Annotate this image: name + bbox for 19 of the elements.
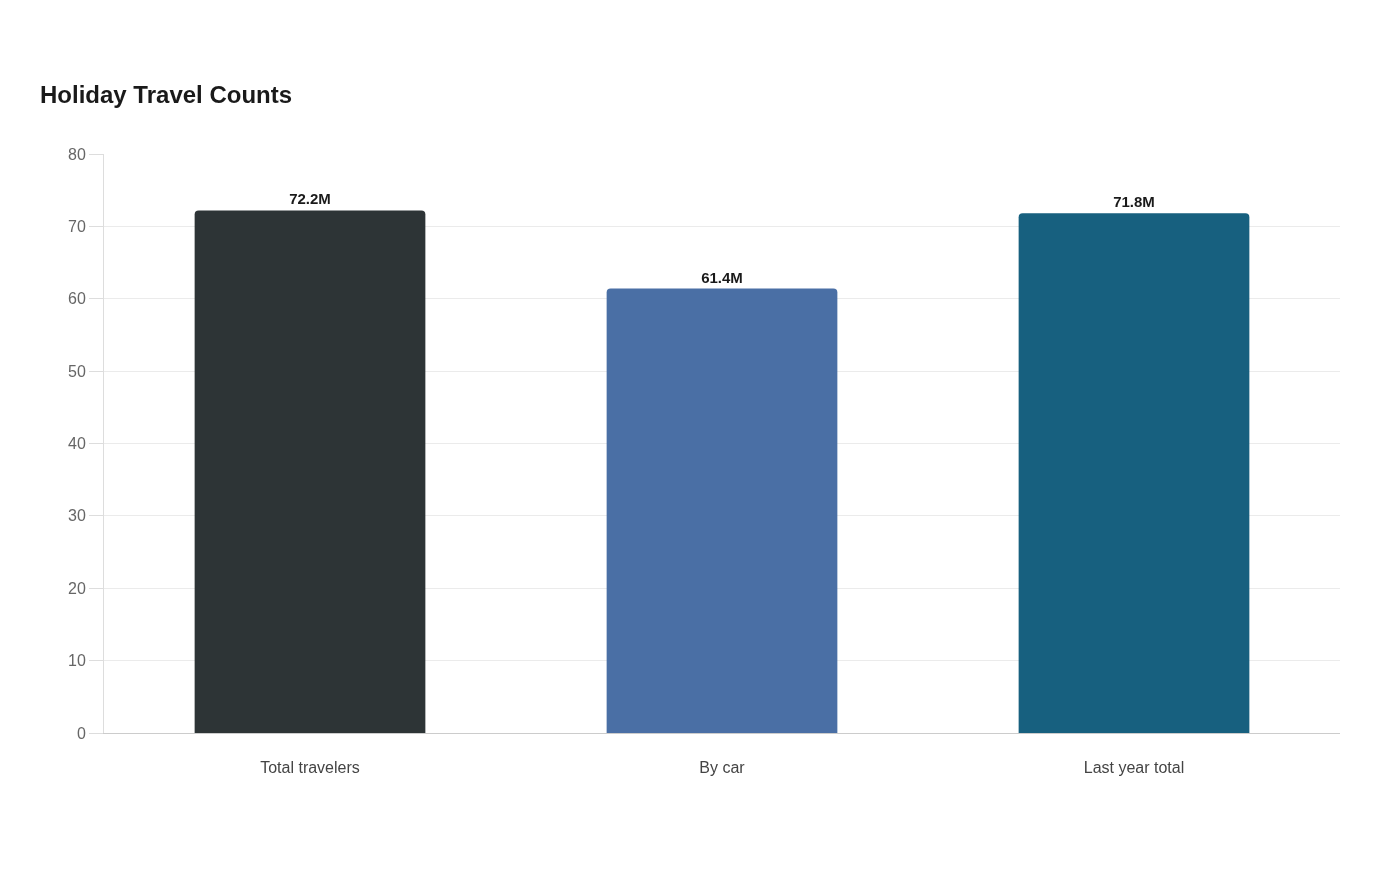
x-tick-label: By car bbox=[699, 759, 746, 777]
bar bbox=[1018, 213, 1250, 733]
y-tick-label: 10 bbox=[68, 652, 86, 670]
data-label: 61.4M bbox=[701, 268, 743, 286]
bar bbox=[194, 210, 426, 733]
x-tick-label: Total travelers bbox=[260, 759, 360, 777]
y-tick-label: 60 bbox=[68, 290, 86, 308]
y-tick-label: 50 bbox=[68, 362, 86, 380]
y-tick-label: 30 bbox=[68, 507, 86, 525]
data-label: 72.2M bbox=[289, 190, 331, 208]
data-label: 71.8M bbox=[1113, 193, 1155, 211]
y-tick-label: 80 bbox=[68, 145, 86, 163]
bar bbox=[606, 288, 838, 733]
y-tick-label: 70 bbox=[68, 217, 86, 235]
y-tick-label: 40 bbox=[68, 435, 86, 453]
y-tick-label: 0 bbox=[76, 724, 86, 742]
chart-title: Holiday Travel Counts bbox=[40, 81, 293, 109]
x-tick-label: Last year total bbox=[1083, 759, 1185, 777]
y-tick-label: 20 bbox=[68, 579, 86, 597]
